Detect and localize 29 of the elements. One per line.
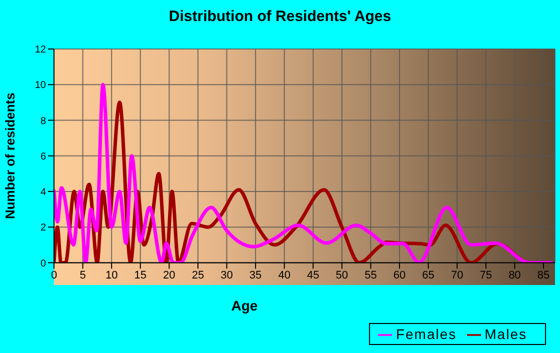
legend-label: Males: [484, 326, 527, 342]
x-tick-label: 70: [450, 270, 464, 282]
x-tick-label: 5: [80, 270, 86, 282]
y-axis-title: Number of residents: [2, 92, 18, 220]
x-tick-label: 10: [105, 270, 118, 282]
legend-label: Females: [396, 326, 457, 342]
y-tick-label: 10: [34, 80, 46, 92]
x-tick-label: 20: [163, 270, 176, 282]
x-tick-label: 25: [192, 270, 204, 282]
y-tick-label: 8: [40, 116, 46, 127]
x-tick-label: 45: [307, 270, 320, 282]
x-tick-label: 80: [508, 270, 521, 282]
x-tick-label: 40: [278, 270, 290, 282]
y-tick-label: 4: [40, 187, 46, 198]
y-tick-label: 6: [40, 151, 46, 162]
y-tick-label: 0: [40, 258, 46, 270]
x-tick-label: 75: [480, 270, 492, 282]
chart-title: Distribution of Residents' Ages: [168, 8, 392, 25]
x-tick-label: 65: [422, 270, 434, 282]
y-tick-label: 12: [34, 44, 46, 56]
x-tick-label: 55: [364, 270, 377, 282]
y-tick-label: 2: [40, 222, 46, 234]
x-tick-label: 30: [220, 270, 233, 282]
x-axis-title: Age: [231, 298, 258, 314]
x-tick-label: 85: [537, 270, 550, 282]
x-tick-label: 15: [134, 270, 147, 282]
x-tick-label: 35: [249, 270, 262, 282]
x-tick-label: 60: [393, 270, 406, 282]
x-tick-label: 50: [336, 270, 348, 282]
